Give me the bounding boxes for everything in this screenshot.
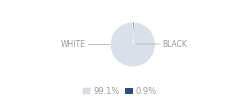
Wedge shape (110, 22, 155, 67)
Text: BLACK: BLACK (136, 40, 187, 49)
Legend: 99.1%, 0.9%: 99.1%, 0.9% (83, 87, 157, 96)
Wedge shape (133, 22, 134, 44)
Text: WHITE: WHITE (61, 40, 110, 49)
